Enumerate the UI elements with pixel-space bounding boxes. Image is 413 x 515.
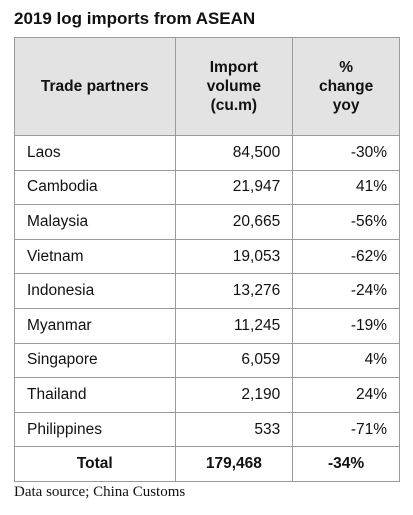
table-cell: 84,500 xyxy=(174,135,294,171)
table-cell: 2,190 xyxy=(174,377,294,413)
table-cell: -62% xyxy=(292,238,400,275)
table-row: Cambodia 21,947 41% xyxy=(14,169,400,206)
table-cell: -19% xyxy=(292,307,400,344)
table-cell: 24% xyxy=(292,377,400,413)
table-cell: Thailand xyxy=(14,377,176,413)
table-cell: 20,665 xyxy=(174,204,294,240)
table-cell: Cambodia xyxy=(14,169,176,206)
table-cell: 11,245 xyxy=(174,307,294,344)
table-cell: -71% xyxy=(292,411,400,448)
header-cell: % change yoy xyxy=(292,37,400,136)
header-cell: Trade partners xyxy=(14,37,176,136)
table-cell: -24% xyxy=(292,273,400,309)
header-cell: Import volume (cu.m) xyxy=(174,37,294,136)
table-row: Thailand 2,190 24% xyxy=(14,377,400,413)
total-cell: Total xyxy=(14,446,176,482)
table-body: Laos 84,500 -30% Cambodia 21,947 41% Malaysia 2… xyxy=(14,135,400,482)
table-row: Singapore 6,059 4% xyxy=(14,342,400,379)
table-row: Laos 84,500 -30% xyxy=(14,135,400,171)
table-row: Indonesia 13,276 -24% xyxy=(14,273,400,309)
table-row: Malaysia 20,665 -56% xyxy=(14,204,400,240)
table-cell: Malaysia xyxy=(14,204,176,240)
table-cell: 13,276 xyxy=(174,273,294,309)
table-cell: 19,053 xyxy=(174,238,294,275)
table-cell: Indonesia xyxy=(14,273,176,309)
table-cell: 21,947 xyxy=(174,169,294,206)
table-cell: 6,059 xyxy=(174,342,294,379)
header-row: Trade partners Import volume (cu.m)% chan… xyxy=(14,37,400,136)
table-cell: Vietnam xyxy=(14,238,176,275)
total-cell: 179,468 xyxy=(174,446,294,482)
table-cell: 533 xyxy=(174,411,294,448)
table-cell: Myanmar xyxy=(14,307,176,344)
title: 2019 log imports from ASEAN xyxy=(14,9,256,28)
total-row: Total 179,468 -34% xyxy=(14,446,400,482)
table-cell: 41% xyxy=(292,169,400,206)
table-row: Philippines 533 -71% xyxy=(14,411,400,448)
source-note: Data source; China Customs xyxy=(14,484,186,500)
table-row: Myanmar 11,245 -19% xyxy=(14,307,400,344)
table-cell: Singapore xyxy=(14,342,176,379)
table-cell: Laos xyxy=(14,135,176,171)
table: Trade partners Import volume (cu.m)% chan… xyxy=(14,37,400,482)
table-cell: -56% xyxy=(292,204,400,240)
table-row: Vietnam 19,053 -62% xyxy=(14,238,400,275)
table-cell: 4% xyxy=(292,342,400,379)
table-cell: -30% xyxy=(292,135,400,171)
table-cell: Philippines xyxy=(14,411,176,448)
total-cell: -34% xyxy=(292,446,400,482)
